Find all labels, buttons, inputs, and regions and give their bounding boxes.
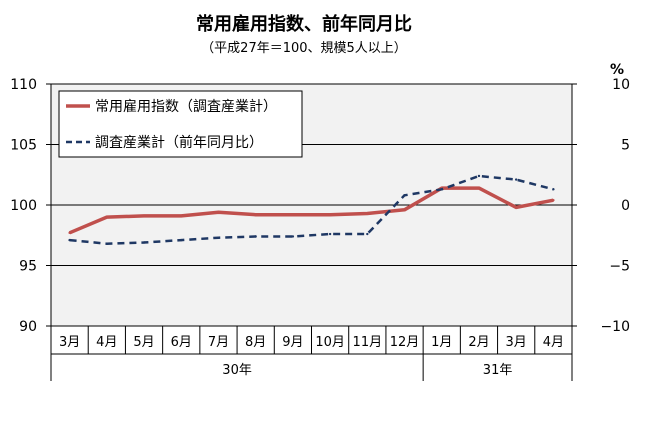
category-label: 1月 xyxy=(431,335,452,350)
category-label: 12月 xyxy=(390,335,420,350)
series-1-point xyxy=(291,235,295,238)
series-0-point xyxy=(291,213,295,216)
series-0-point xyxy=(217,211,220,214)
category-label: 5月 xyxy=(133,335,154,350)
group-label: 31年 xyxy=(483,363,513,378)
right-axis-tick-label: 0 xyxy=(621,198,630,214)
left-axis: 90 95 100 105 110 xyxy=(10,77,51,335)
category-label: 4月 xyxy=(96,335,117,350)
series-1-point xyxy=(105,242,109,245)
left-axis-tick-label: 90 xyxy=(19,319,37,335)
series-1-point xyxy=(217,236,220,239)
series-0-point xyxy=(68,231,71,235)
left-axis-tick-label: 110 xyxy=(10,77,37,93)
category-label: 8月 xyxy=(245,335,266,350)
right-axis-tick-label: 5 xyxy=(621,138,630,154)
series-0-point xyxy=(366,212,369,215)
category-label: 7月 xyxy=(208,335,229,350)
series-1-point xyxy=(552,188,555,191)
right-axis: −10 −5 0 5 10 xyxy=(572,77,630,335)
right-axis-tick-label: 10 xyxy=(612,77,630,93)
series-layer xyxy=(68,174,555,245)
category-axis: 3月 4月 5月 6月 7月 8月 9月 10月 11月 12月 1月 2月 3月 4月 30年 31年 xyxy=(50,326,573,381)
category-label: 4月 xyxy=(543,335,564,350)
series-1-point xyxy=(254,235,257,238)
series-0-point xyxy=(142,214,146,218)
legend-label-index: 常用雇用指数（調査産業計） xyxy=(95,98,277,115)
category-label: 3月 xyxy=(59,335,80,350)
series-1-point xyxy=(142,241,146,244)
series-0-point xyxy=(552,198,555,202)
series-1-point xyxy=(180,238,183,242)
category-label: 10月 xyxy=(315,335,345,350)
left-axis-tick-label: 100 xyxy=(10,198,37,214)
series-0-point xyxy=(328,213,332,216)
group-label: 30年 xyxy=(222,363,252,378)
series-1-point xyxy=(68,238,71,242)
series-1-point xyxy=(366,232,369,236)
series-0-point xyxy=(254,213,257,216)
category-label: 3月 xyxy=(506,335,527,350)
category-label: 2月 xyxy=(468,335,489,350)
category-label: 11月 xyxy=(353,335,383,350)
right-axis-unit: % xyxy=(610,62,624,78)
series-0-point xyxy=(477,186,481,190)
right-axis-tick-label: −5 xyxy=(609,259,630,275)
category-label: 6月 xyxy=(171,335,192,350)
series-line-0 xyxy=(68,186,554,235)
chart-title: 常用雇用指数、前年同月比 xyxy=(196,13,412,35)
series-0-point xyxy=(105,215,109,219)
series-1-point xyxy=(477,174,481,178)
right-axis-tick-label: −10 xyxy=(600,319,630,335)
chart-subtitle: （平成27年＝100、規模5人以上） xyxy=(201,41,407,56)
series-1-point xyxy=(440,188,443,191)
legend-box xyxy=(58,90,303,158)
left-axis-tick-label: 95 xyxy=(19,259,37,275)
legend-label-yoy: 調査産業計（前年同月比） xyxy=(95,134,263,151)
series-0-point xyxy=(180,214,183,218)
series-line-1 xyxy=(69,174,554,245)
series-1-point xyxy=(514,178,518,181)
left-axis-tick-label: 105 xyxy=(10,138,37,154)
series-0-point xyxy=(514,206,518,209)
series-1-point xyxy=(328,232,332,236)
category-label: 9月 xyxy=(282,335,303,350)
series-0-point xyxy=(403,208,406,212)
legend: 常用雇用指数（調査産業計） 調査産業計（前年同月比） xyxy=(58,90,303,158)
series-1-point xyxy=(403,194,406,197)
